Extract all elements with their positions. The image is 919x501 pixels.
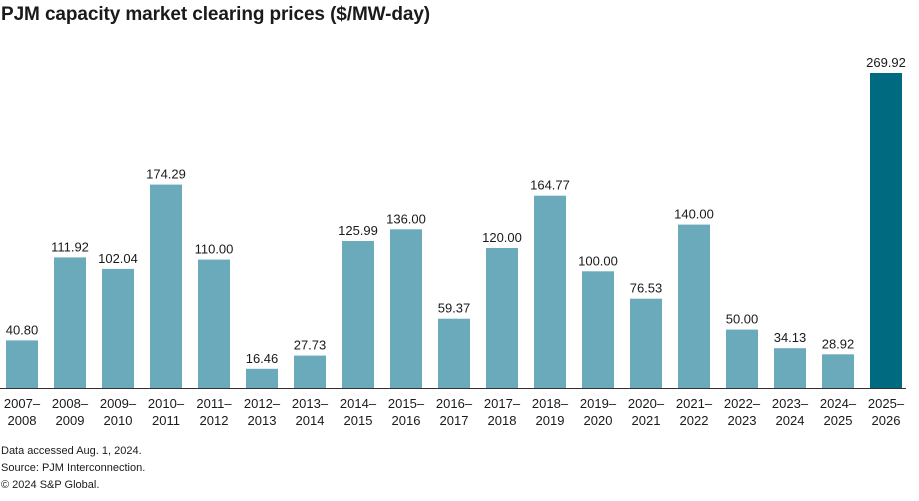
data-label: 111.92 (51, 239, 89, 254)
data-label: 125.99 (338, 223, 378, 238)
copyright-note: © 2024 S&P Global. (1, 479, 100, 491)
data-label: 140.00 (674, 207, 714, 222)
data-label: 269.92 (866, 55, 906, 70)
bar-2016-2017 (438, 318, 470, 388)
bar-2008-2009 (54, 257, 86, 388)
bar-2022-2023 (726, 329, 758, 388)
x-tick-label: 2025– 2026 (868, 396, 905, 428)
data-label: 136.00 (386, 211, 426, 226)
bar-2007-2008 (6, 340, 38, 388)
x-tick-label: 2010– 2011 (148, 396, 185, 428)
data-label: 164.77 (530, 178, 570, 193)
x-tick-label: 2014– 2015 (340, 396, 377, 428)
source-note: Source: PJM Interconnection. (1, 462, 146, 474)
data-label: 120.00 (482, 230, 522, 245)
bar-2021-2022 (678, 224, 710, 388)
x-tick-label: 2018– 2019 (532, 396, 569, 428)
bar-2015-2016 (390, 229, 422, 388)
bar-2020-2021 (630, 298, 662, 388)
bar-2013-2014 (294, 355, 326, 388)
data-label: 174.29 (146, 167, 186, 182)
data-label: 40.80 (6, 322, 39, 337)
x-tick-label: 2017– 2018 (484, 396, 521, 428)
chart-notes: Data accessed Aug. 1, 2024. Source: PJM … (1, 443, 145, 494)
x-tick-label: 2021– 2022 (676, 396, 713, 428)
data-label: 27.73 (294, 338, 327, 353)
bar-2009-2010 (102, 268, 134, 388)
data-label: 100.00 (578, 253, 618, 268)
bar-2011-2012 (198, 259, 230, 388)
x-tick-label: 2016– 2017 (436, 396, 473, 428)
chart-title: PJM capacity market clearing prices ($/M… (1, 4, 431, 25)
data-label: 76.53 (630, 281, 663, 296)
data-label: 102.04 (98, 251, 138, 266)
x-tick-label: 2024– 2025 (820, 396, 857, 428)
data-label: 34.13 (774, 330, 807, 345)
data-label: 110.00 (195, 242, 234, 257)
bar-2014-2015 (342, 241, 374, 388)
data-accessed-note: Data accessed Aug. 1, 2024. (1, 445, 142, 457)
x-tick-label: 2009– 2010 (100, 396, 137, 428)
bar-2010-2011 (150, 184, 182, 388)
x-tick-label: 2011– 2012 (196, 396, 232, 428)
x-tick-label: 2012– 2013 (244, 396, 281, 428)
x-tick-label: 2020– 2021 (628, 396, 665, 428)
data-label: 16.46 (246, 351, 279, 366)
bar-2018-2019 (534, 195, 566, 388)
x-tick-label: 2022– 2023 (724, 396, 761, 428)
data-label: 50.00 (726, 312, 759, 327)
x-tick-label: 2015– 2016 (388, 396, 425, 428)
bar-2023-2024 (774, 348, 806, 388)
x-tick-label: 2007– 2008 (4, 396, 41, 428)
bar-2017-2018 (486, 248, 518, 388)
x-tick-label: 2008– 2009 (52, 396, 89, 428)
bar-2012-2013 (246, 368, 278, 388)
bar-2024-2025 (822, 354, 854, 389)
bar-2025-2026 (870, 73, 902, 388)
x-tick-label: 2019– 2020 (580, 396, 617, 428)
x-tick-label: 2013– 2014 (292, 396, 329, 428)
data-label: 59.37 (438, 301, 471, 316)
data-label: 28.92 (822, 336, 855, 351)
bar-2019-2020 (582, 271, 614, 388)
x-tick-label: 2023– 2024 (772, 396, 809, 428)
